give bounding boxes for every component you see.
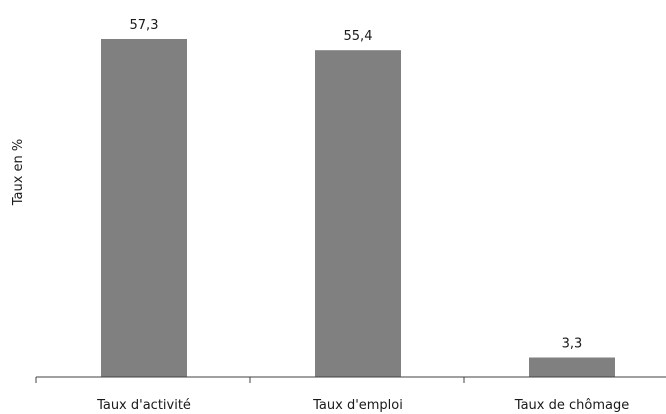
x-axis-ticks-group: [35, 377, 465, 383]
data-label-0: 57,3: [130, 18, 159, 33]
value-labels-group: 57,3 55,4 3,3: [130, 18, 583, 352]
category-labels-group: Taux d'activité Taux d'emploi Taux de chôm…: [96, 398, 629, 413]
category-label-2: Taux de chômage: [514, 398, 629, 413]
data-label-1: 55,4: [344, 29, 373, 44]
y-axis-title: Taux en %: [11, 139, 26, 207]
bar-0: [101, 39, 187, 377]
bar-1: [315, 50, 401, 377]
bar-2: [529, 357, 615, 377]
category-label-0: Taux d'activité: [96, 398, 191, 413]
data-label-2: 3,3: [562, 337, 583, 352]
category-label-1: Taux d'emploi: [312, 398, 403, 413]
bars-group: [101, 39, 615, 377]
